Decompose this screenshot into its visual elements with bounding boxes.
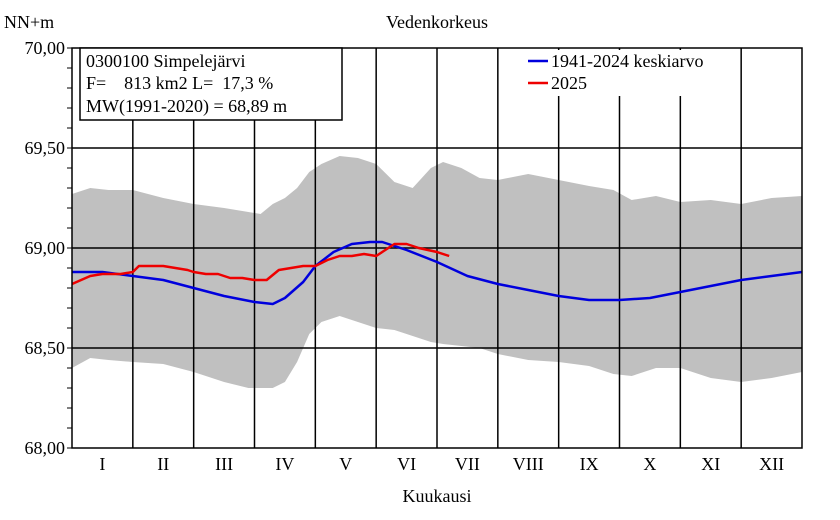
y-tick-label: 69,50: [25, 138, 66, 158]
legend-label-mean: 1941-2024 keskiarvo: [551, 51, 703, 71]
chart-title: Vedenkorkeus: [386, 12, 488, 32]
x-tick-label: VII: [455, 454, 480, 474]
x-tick-label: XII: [759, 454, 784, 474]
info-box: [79, 47, 343, 121]
x-tick-label: IX: [580, 454, 599, 474]
series-layer: [71, 240, 803, 306]
x-tick-label: XI: [701, 454, 720, 474]
x-tick-label: III: [215, 454, 233, 474]
y-tick-label: 70,00: [25, 38, 66, 58]
mean-line: [72, 240, 803, 306]
x-tick-label: X: [643, 454, 656, 474]
legend-label-2025: 2025: [551, 73, 587, 93]
y-tick-label: 68,00: [25, 438, 66, 458]
x-tick-label: VI: [397, 454, 416, 474]
x-tick-label: II: [157, 454, 169, 474]
legend-box: [520, 50, 732, 96]
current-year-line: [71, 242, 450, 286]
y-tick-label: 68,50: [25, 338, 66, 358]
x-tick-label: IV: [275, 454, 294, 474]
x-tick-label: VIII: [513, 454, 544, 474]
x-tick-label: I: [99, 454, 105, 474]
mean-water-level: MW(1991-2020) = 68,89 m: [86, 96, 287, 117]
y-tick-label: 69,00: [25, 238, 66, 258]
station-name: 0300100 Simpelejärvi: [86, 51, 245, 71]
y-axis-label: NN+m: [4, 12, 54, 32]
catchment-info: F= 813 km2 L= 17,3 %: [86, 73, 273, 93]
x-axis-label: Kuukausi: [403, 486, 472, 506]
x-tick-label: V: [339, 454, 352, 474]
axis-layer: [67, 47, 803, 449]
grid-layer: [72, 48, 802, 448]
